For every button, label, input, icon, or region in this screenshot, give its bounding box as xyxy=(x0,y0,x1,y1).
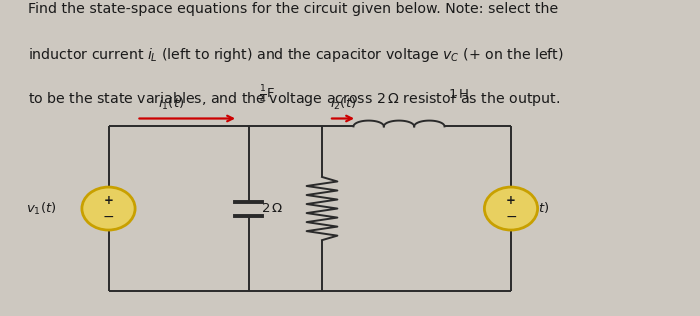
Ellipse shape xyxy=(484,187,538,230)
Text: $2\,\Omega$: $2\,\Omega$ xyxy=(261,202,284,215)
Text: $i_2(t)$: $i_2(t)$ xyxy=(330,96,356,112)
Text: +: + xyxy=(506,194,516,207)
Text: inductor current $i_L$ (left to right) and the capacitor voltage $v_C$ (+ on the: inductor current $i_L$ (left to right) a… xyxy=(28,46,564,64)
Text: $v_1(t)$: $v_1(t)$ xyxy=(25,201,56,216)
Text: −: − xyxy=(505,210,517,224)
Ellipse shape xyxy=(82,187,135,230)
Text: Find the state-space equations for the circuit given below. Note: select the: Find the state-space equations for the c… xyxy=(28,2,559,15)
Text: to be the state variables, and the voltage across 2$\,\Omega$ resistor as the ou: to be the state variables, and the volta… xyxy=(28,90,560,108)
Text: $v_2(t)$: $v_2(t)$ xyxy=(519,201,550,216)
Text: $1\,\mathrm{H}$: $1\,\mathrm{H}$ xyxy=(448,88,469,101)
Text: +: + xyxy=(104,194,113,207)
Text: −: − xyxy=(103,210,114,224)
Text: $\frac{1}{4}$F: $\frac{1}{4}$F xyxy=(259,84,275,106)
Text: $i_1(t)$: $i_1(t)$ xyxy=(158,96,185,112)
